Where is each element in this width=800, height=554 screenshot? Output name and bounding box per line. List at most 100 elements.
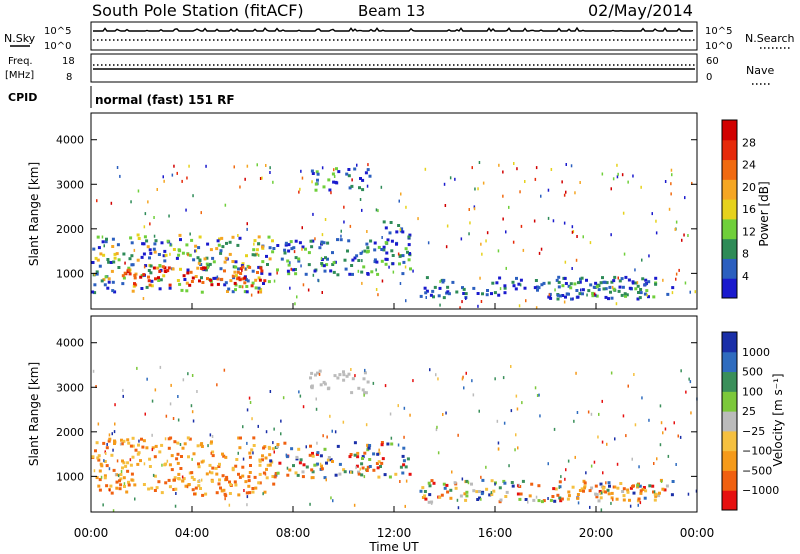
x-tick-label: 12:00 xyxy=(377,526,412,540)
data-cell xyxy=(349,453,353,456)
noise-cell xyxy=(480,497,482,501)
data-cell xyxy=(331,172,335,176)
data-cell xyxy=(257,235,261,239)
data-cell xyxy=(176,279,180,282)
noise-cell xyxy=(400,192,402,196)
data-cell xyxy=(157,276,160,280)
data-cell xyxy=(102,441,106,445)
data-cell xyxy=(661,487,665,491)
noise-cell xyxy=(397,404,399,408)
noise-cell xyxy=(246,222,248,226)
colorbar-tick-label: 8 xyxy=(742,248,749,261)
noise-cell xyxy=(189,232,191,236)
noise-cell xyxy=(175,492,177,495)
data-cell xyxy=(597,499,601,503)
data-cell xyxy=(103,474,107,478)
data-cell xyxy=(645,289,649,293)
noise-cell xyxy=(610,371,613,375)
data-cell xyxy=(112,468,116,472)
data-cell xyxy=(287,272,291,276)
colorbar-tick-label: 12 xyxy=(742,225,756,238)
data-cell xyxy=(233,281,237,285)
data-cell xyxy=(288,468,292,472)
data-cell xyxy=(145,285,149,289)
data-cell xyxy=(274,473,278,477)
noise-cell xyxy=(257,253,260,257)
data-cell xyxy=(297,447,301,451)
data-cell xyxy=(610,296,614,300)
data-cell xyxy=(447,292,451,296)
data-cell xyxy=(238,475,242,479)
noise-cell xyxy=(361,259,363,263)
data-cell xyxy=(636,284,640,288)
nsearch-tick-bottom: 10^0 xyxy=(705,41,732,52)
noise-cell xyxy=(211,435,214,438)
data-cell xyxy=(320,240,324,244)
noise-cell xyxy=(664,180,667,183)
data-cell xyxy=(346,249,349,253)
data-cell xyxy=(160,491,164,495)
data-cell xyxy=(339,238,343,242)
noise-cell xyxy=(457,506,460,510)
data-cell xyxy=(318,246,322,250)
data-cell xyxy=(540,283,544,287)
noise-cell xyxy=(535,306,538,310)
data-cell xyxy=(472,286,476,290)
noise-cell xyxy=(445,245,448,249)
data-cell xyxy=(136,258,140,262)
data-cell xyxy=(229,279,233,283)
noise-cell xyxy=(321,233,324,237)
nsearch-tick-top: 10^5 xyxy=(705,26,732,37)
data-cell xyxy=(216,239,220,243)
data-cell xyxy=(173,440,177,444)
noise-cell xyxy=(390,436,393,440)
data-cell xyxy=(348,186,352,190)
data-cell xyxy=(481,292,484,296)
data-cell xyxy=(283,441,287,445)
data-cell xyxy=(106,258,110,261)
data-cell xyxy=(480,492,484,496)
data-cell xyxy=(361,457,364,460)
data-cell xyxy=(503,286,507,290)
data-cell xyxy=(671,286,675,290)
data-cell xyxy=(571,485,575,489)
data-cell xyxy=(101,240,105,244)
noise-cell xyxy=(430,501,433,505)
data-cell xyxy=(200,445,204,448)
noise-cell xyxy=(399,282,402,285)
noise-cell xyxy=(405,205,407,209)
data-cell xyxy=(581,292,584,296)
noise-cell xyxy=(92,369,95,373)
data-cell xyxy=(233,480,237,484)
data-cell xyxy=(409,267,412,271)
noise-cell xyxy=(687,492,690,496)
data-cell xyxy=(252,248,256,252)
data-cell xyxy=(161,265,165,269)
data-cell xyxy=(370,270,374,274)
data-cell xyxy=(166,239,170,243)
data-cell xyxy=(144,264,148,268)
noise-cell xyxy=(412,379,414,383)
noise-cell xyxy=(357,269,360,273)
data-cell xyxy=(380,461,384,465)
data-cell xyxy=(583,484,587,488)
data-cell xyxy=(328,188,332,192)
data-cell xyxy=(654,276,658,280)
data-cell xyxy=(157,279,161,282)
x-tick-label: 20:00 xyxy=(579,526,614,540)
noise-cell xyxy=(343,205,345,209)
noise-cell xyxy=(200,211,202,215)
data-cell xyxy=(219,249,223,253)
noise-cell xyxy=(485,465,487,469)
noise-cell xyxy=(660,480,663,483)
noise-cell xyxy=(353,503,356,507)
noise-cell xyxy=(293,250,296,254)
data-cell xyxy=(231,274,235,278)
noise-cell xyxy=(174,504,177,508)
noise-cell xyxy=(340,234,342,238)
noise-cell xyxy=(237,451,239,455)
noise-cell xyxy=(563,300,566,304)
data-cell xyxy=(231,260,235,263)
noise-cell xyxy=(497,447,500,451)
data-cell xyxy=(424,497,428,501)
